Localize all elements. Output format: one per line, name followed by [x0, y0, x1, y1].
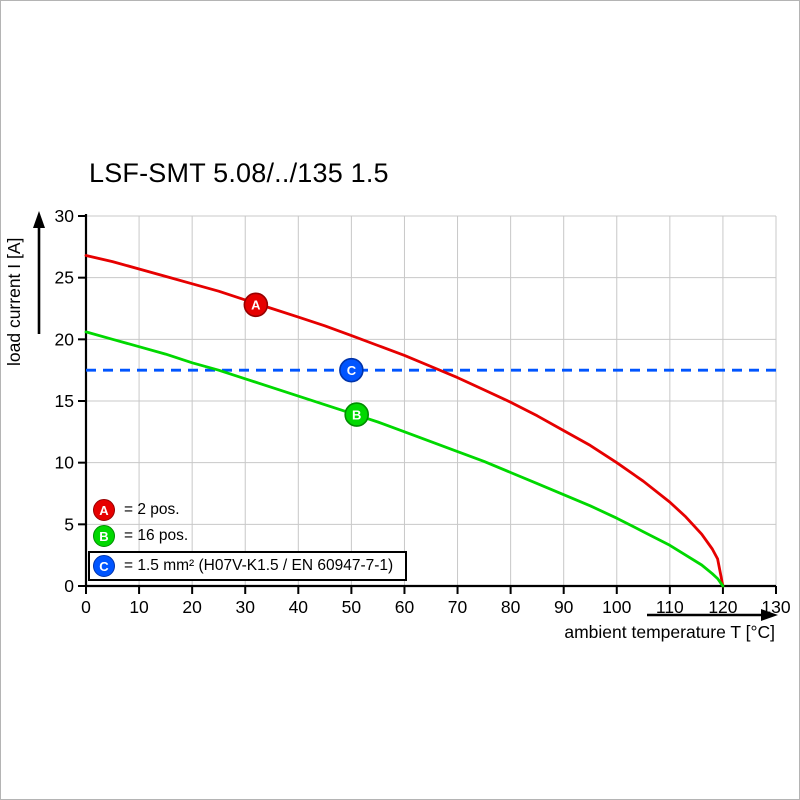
legend-item-b: B = 16 pos.: [93, 525, 407, 547]
legend-label-c: = 1.5 mm² (H07V-K1.5 / EN 60947-7-1): [124, 557, 394, 574]
chart-axes: [78, 214, 777, 594]
svg-text:0: 0: [81, 597, 91, 617]
svg-text:80: 80: [501, 597, 521, 617]
svg-text:120: 120: [708, 597, 737, 617]
legend-marker-a-letter: A: [99, 502, 109, 518]
legend-item-a: A = 2 pos.: [93, 499, 407, 521]
svg-text:60: 60: [395, 597, 415, 617]
marker-a-icon: [243, 292, 269, 318]
svg-text:30: 30: [55, 206, 75, 226]
legend-marker-c-letter: C: [99, 558, 109, 574]
svg-text:C: C: [347, 363, 357, 378]
svg-text:30: 30: [235, 597, 255, 617]
svg-text:15: 15: [55, 391, 74, 411]
svg-text:10: 10: [129, 597, 149, 617]
chart-title: LSF-SMT 5.08/../135 1.5: [89, 158, 389, 188]
svg-text:20: 20: [55, 329, 75, 349]
curve-markers: A B C: [243, 292, 369, 427]
x-axis-label: ambient temperature T [°C]: [564, 622, 775, 642]
svg-text:A: A: [251, 298, 261, 313]
series-a-curve: [84, 254, 725, 588]
legend-label-a: = 2 pos.: [124, 501, 180, 518]
chart-series: [84, 254, 776, 588]
legend-item-c: C = 1.5 mm² (H07V-K1.5 / EN 60947-7-1): [88, 551, 408, 581]
legend-marker-a-icon: A: [93, 499, 115, 521]
svg-text:110: 110: [656, 597, 684, 617]
legend-marker-b-letter: B: [99, 528, 109, 544]
legend-label-b: = 16 pos.: [124, 527, 189, 544]
svg-text:90: 90: [554, 597, 574, 617]
marker-c-icon: [339, 357, 364, 383]
svg-text:B: B: [352, 407, 361, 422]
legend-marker-b-icon: B: [93, 525, 115, 547]
svg-text:25: 25: [55, 268, 74, 288]
svg-text:10: 10: [55, 453, 75, 473]
axis-arrows: [33, 211, 778, 621]
marker-b-icon: [344, 402, 369, 427]
chart-legend: A = 2 pos. B = 16 pos. C = 1.5 mm² (H07V…: [88, 499, 408, 585]
svg-text:100: 100: [602, 597, 631, 617]
legend-marker-c-icon: C: [93, 555, 115, 577]
chart-grid: [86, 215, 777, 586]
svg-text:0: 0: [64, 576, 74, 596]
svg-text:5: 5: [64, 514, 74, 534]
svg-text:20: 20: [182, 597, 202, 617]
chart-tick-labels: 0 5 10 15 20 25 30 0 10 20 30 40 50 60 70 80 90 100 110 120…: [55, 206, 791, 617]
series-b-curve: [84, 330, 725, 588]
svg-text:40: 40: [289, 597, 309, 617]
svg-text:50: 50: [342, 597, 362, 617]
svg-text:70: 70: [448, 597, 468, 617]
